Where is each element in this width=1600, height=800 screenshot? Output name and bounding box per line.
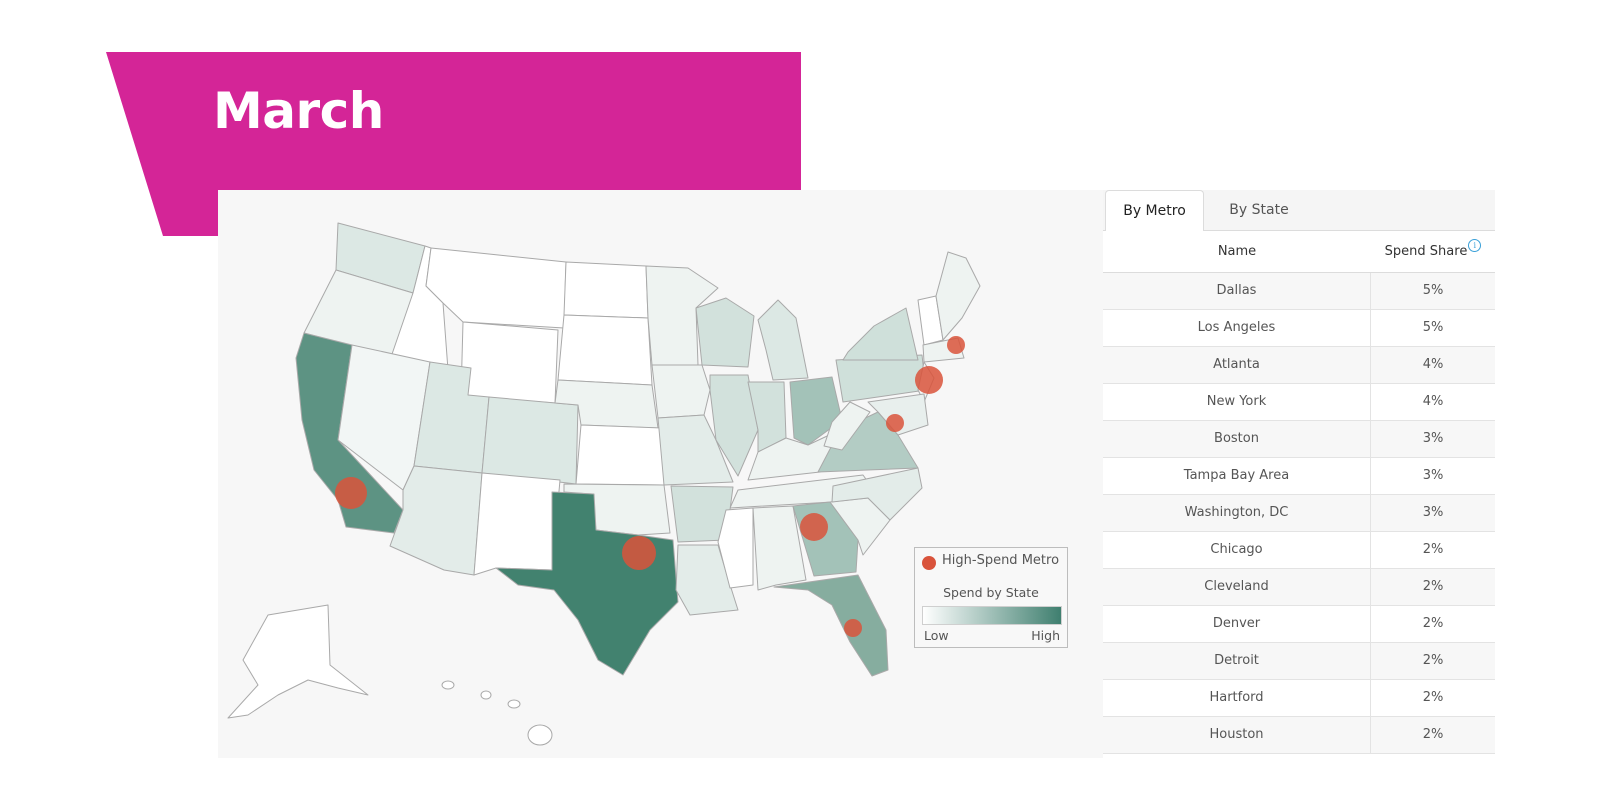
metro-name-cell: Denver <box>1103 606 1371 642</box>
spend-share-cell: 2% <box>1422 542 1444 557</box>
state-MD-DE <box>867 393 929 436</box>
metro-name-cell: Cleveland <box>1103 569 1371 605</box>
table-row[interactable]: Hartford 2% <box>1103 680 1495 717</box>
state-FL <box>773 574 889 677</box>
metro-name-cell: Hartford <box>1103 680 1371 716</box>
metro-name-cell: Chicago <box>1103 532 1371 568</box>
spend-share-cell: 3% <box>1422 505 1444 520</box>
state-PA <box>835 354 927 403</box>
metro-name-cell: Detroit <box>1103 643 1371 679</box>
metro-name-cell: New York <box>1103 384 1371 420</box>
state-AL <box>752 505 807 591</box>
state-CO <box>481 396 579 485</box>
state-LA <box>675 544 739 616</box>
state-ME <box>935 251 981 341</box>
state-WI <box>695 297 755 368</box>
spend-share-cell: 5% <box>1422 283 1444 298</box>
legend-low-label: Low <box>924 628 949 643</box>
column-header-spend-share[interactable]: Spend Share i <box>1371 231 1495 273</box>
column-header-name[interactable]: Name <box>1217 244 1257 259</box>
legend-metro-label: High-Spend Metro <box>942 553 1060 568</box>
metro-marker-los-angeles <box>335 477 367 509</box>
table-row[interactable]: Boston 3% <box>1103 421 1495 458</box>
metro-name-cell: Washington, DC <box>1103 495 1371 531</box>
spend-share-cell: 3% <box>1422 431 1444 446</box>
state-MO <box>657 414 734 486</box>
table-row[interactable]: Denver 2% <box>1103 606 1495 643</box>
state-MS <box>717 507 754 589</box>
metro-marker-dallas <box>622 536 656 570</box>
table-row[interactable]: Detroit 2% <box>1103 643 1495 680</box>
spend-share-cell: 2% <box>1422 727 1444 742</box>
state-SD <box>557 314 653 386</box>
tab-bar: By Metro By State <box>1103 190 1495 232</box>
table-row[interactable]: Atlanta 4% <box>1103 347 1495 384</box>
state-MN <box>645 265 719 366</box>
state-ND <box>563 261 649 319</box>
table-header: Name Spend Share i <box>1103 231 1495 273</box>
state-HI-2 <box>480 690 492 700</box>
legend-scale-title: Spend by State <box>943 585 1039 600</box>
high-spend-metro-icon <box>922 556 936 570</box>
spend-share-cell: 2% <box>1422 653 1444 668</box>
table-row[interactable]: Los Angeles 5% <box>1103 310 1495 347</box>
metro-marker-boston <box>947 336 965 354</box>
legend-high-label: High <box>1031 628 1060 643</box>
state-HI-3 <box>507 699 521 709</box>
state-MT <box>425 247 567 329</box>
state-OH <box>789 376 843 446</box>
spend-share-cell: 4% <box>1422 394 1444 409</box>
table-row[interactable]: Chicago 2% <box>1103 532 1495 569</box>
metro-name-cell: Los Angeles <box>1103 310 1371 346</box>
state-MI <box>757 299 809 381</box>
spend-share-cell: 2% <box>1422 579 1444 594</box>
page-title: March <box>213 82 384 140</box>
state-WY <box>460 321 559 404</box>
table-row[interactable]: Houston 2% <box>1103 717 1495 754</box>
state-NY <box>842 307 919 361</box>
table-row[interactable]: Dallas 5% <box>1103 273 1495 310</box>
state-HI-4 <box>527 724 553 746</box>
state-HI-1 <box>441 680 455 690</box>
metro-table-body: Dallas 5% Los Angeles 5% Atlanta 4% New York 4%… <box>1103 273 1495 754</box>
table-row[interactable]: Washington, DC 3% <box>1103 495 1495 532</box>
info-icon[interactable]: i <box>1468 239 1482 252</box>
metro-name-cell: Houston <box>1103 717 1371 753</box>
spend-share-cell: 5% <box>1422 320 1444 335</box>
metro-name-cell: Dallas <box>1103 273 1371 309</box>
table-row[interactable]: New York 4% <box>1103 384 1495 421</box>
state-IL <box>709 374 759 477</box>
spend-share-cell: 4% <box>1422 357 1444 372</box>
tab-by-metro[interactable]: By Metro <box>1105 190 1204 232</box>
spend-share-cell: 3% <box>1422 468 1444 483</box>
legend-gradient <box>922 606 1062 625</box>
spend-share-cell: 2% <box>1422 616 1444 631</box>
state-WV <box>823 401 871 451</box>
us-map-svg <box>227 222 981 746</box>
table-row[interactable]: Tampa Bay Area 3% <box>1103 458 1495 495</box>
metro-marker-washington-dc <box>886 414 904 432</box>
metro-name-cell: Boston <box>1103 421 1371 457</box>
metro-marker-new-york <box>915 366 943 394</box>
metro-table-panel: By Metro By State Name Spend Share i Dall… <box>1103 190 1495 758</box>
column-header-spend-share-label: Spend Share <box>1384 244 1468 259</box>
state-KS <box>575 424 665 486</box>
tab-by-state[interactable]: By State <box>1229 202 1289 218</box>
metro-name-cell: Atlanta <box>1103 347 1371 383</box>
table-row[interactable]: Cleveland 2% <box>1103 569 1495 606</box>
dashboard-panel: High-Spend Metro Spend by State Low High… <box>218 190 1495 758</box>
map-legend: High-Spend Metro Spend by State Low High <box>914 547 1068 648</box>
metro-marker-tampa <box>844 619 862 637</box>
state-NM <box>473 472 561 576</box>
state-AK <box>227 604 369 719</box>
metro-name-cell: Tampa Bay Area <box>1103 458 1371 494</box>
state-IA <box>651 364 711 419</box>
metro-marker-atlanta <box>800 513 828 541</box>
spend-share-cell: 2% <box>1422 690 1444 705</box>
us-map: High-Spend Metro Spend by State Low High <box>218 190 1103 758</box>
